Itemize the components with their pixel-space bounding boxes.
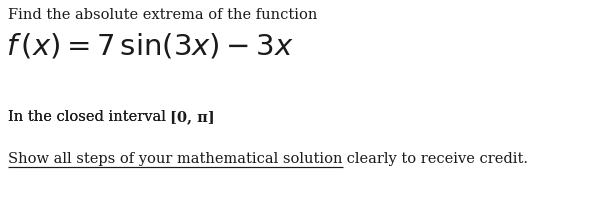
Text: In the closed interval: In the closed interval	[8, 110, 171, 124]
Text: Find the absolute extrema of the function: Find the absolute extrema of the functio…	[8, 8, 317, 22]
Text: In the closed interval: In the closed interval	[8, 110, 171, 124]
Text: Show all steps of your mathematical solution: Show all steps of your mathematical solu…	[8, 152, 342, 166]
Text: $\mathit{f}\,(\mathit{x}) = 7\,\mathrm{sin}(3\mathit{x})-3\mathit{x}$: $\mathit{f}\,(\mathit{x}) = 7\,\mathrm{s…	[6, 32, 294, 61]
Text: clearly to receive credit.: clearly to receive credit.	[342, 152, 529, 166]
Text: [0, π]: [0, π]	[171, 110, 215, 124]
